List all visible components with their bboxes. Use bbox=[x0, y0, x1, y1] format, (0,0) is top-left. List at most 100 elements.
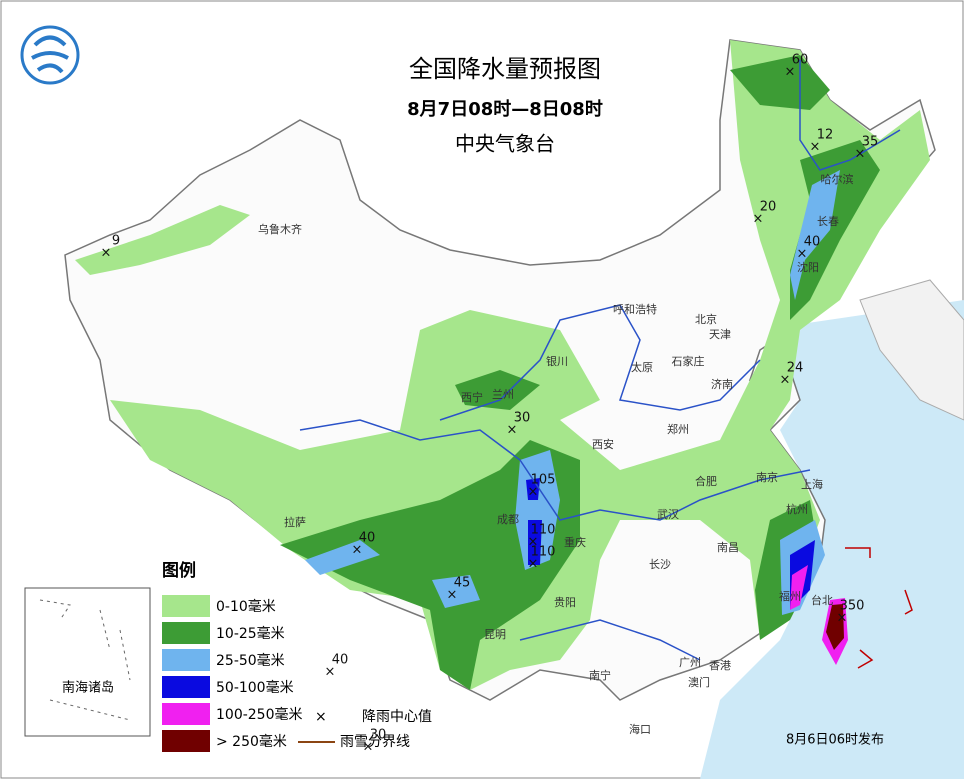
center-symbol: × bbox=[315, 709, 327, 725]
rivers bbox=[299, 60, 901, 661]
rain-center-value: 105 bbox=[531, 473, 556, 488]
city-label: 南昌 bbox=[717, 541, 739, 554]
issuer: 中央气象台 bbox=[455, 132, 555, 156]
rain-center-value: 350 bbox=[840, 599, 865, 614]
river bbox=[439, 304, 761, 421]
river bbox=[299, 419, 811, 521]
center-marker: × bbox=[325, 665, 336, 680]
city-label: 西安 bbox=[592, 437, 614, 451]
neighbor-land bbox=[859, 279, 964, 421]
legend-title: 图例 bbox=[162, 560, 196, 581]
city-label: 昆明 bbox=[484, 628, 506, 641]
center-marker: × bbox=[797, 247, 808, 262]
city-label: 银川 bbox=[546, 354, 568, 368]
logo bbox=[20, 25, 80, 85]
inset-islands bbox=[39, 599, 131, 721]
city-label: 上海 bbox=[801, 477, 823, 491]
river bbox=[519, 619, 701, 661]
city-label: 石家庄 bbox=[672, 354, 705, 368]
rain-center-value: 110 bbox=[531, 523, 556, 538]
center-marker: × bbox=[753, 212, 764, 227]
city-label: 呼和浩特 bbox=[613, 302, 657, 316]
rain-area bbox=[280, 440, 580, 690]
logo-mark bbox=[31, 35, 69, 74]
inset-label: 南海诸岛 bbox=[62, 680, 114, 696]
city-label: 重庆 bbox=[564, 535, 586, 549]
river bbox=[799, 60, 901, 171]
city-label: 台北 bbox=[811, 593, 833, 607]
center-marker: × bbox=[447, 588, 458, 603]
rain-center-value: 40 bbox=[332, 653, 349, 668]
legend-swatch bbox=[162, 703, 210, 725]
city-label: 海口 bbox=[629, 722, 651, 736]
city-label: 合肥 bbox=[695, 474, 717, 488]
legend-label: > 250毫米 bbox=[216, 733, 287, 750]
inset-box bbox=[24, 587, 151, 737]
city-label: 兰州 bbox=[492, 388, 514, 401]
title: 全国降水量预报图 bbox=[409, 55, 601, 83]
rain-area bbox=[432, 575, 480, 608]
city-label: 长沙 bbox=[649, 558, 671, 571]
legend-swatch bbox=[162, 730, 210, 752]
city-label: 北京 bbox=[695, 312, 717, 326]
city-label: 西宁 bbox=[461, 390, 483, 404]
center-marker: × bbox=[780, 373, 791, 388]
city-label: 杭州 bbox=[786, 502, 808, 516]
legend-swatch bbox=[162, 649, 210, 671]
legend-label: 10-25毫米 bbox=[216, 625, 285, 642]
rain-area bbox=[455, 370, 540, 410]
rain-center-value: 20 bbox=[760, 200, 777, 215]
rain-center-value: 45 bbox=[454, 576, 471, 591]
city-label: 武汉 bbox=[657, 508, 679, 521]
center-marker: × bbox=[101, 246, 112, 261]
center-marker: × bbox=[352, 543, 363, 558]
snow-label: 雨雪分界线 bbox=[340, 734, 410, 750]
center-marker: × bbox=[363, 740, 374, 755]
rain-center-value: 60 bbox=[792, 53, 809, 68]
city-label: 拉萨 bbox=[284, 515, 306, 529]
city-label: 福州 bbox=[779, 589, 801, 603]
city-label: 澳门 bbox=[688, 675, 710, 689]
city-label: 南京 bbox=[756, 470, 778, 484]
legend-label: 50-100毫米 bbox=[216, 679, 294, 696]
center-label: 降雨中心值 bbox=[362, 709, 432, 725]
city-label: 天津 bbox=[709, 328, 731, 341]
center-marker: × bbox=[528, 557, 539, 572]
rain-center-value: 30 bbox=[514, 411, 531, 426]
center-marker: × bbox=[810, 140, 821, 155]
city-label: 广州 bbox=[679, 656, 701, 669]
legend-swatch bbox=[162, 622, 210, 644]
center-marker: × bbox=[855, 147, 866, 162]
legend-label: 100-250毫米 bbox=[216, 706, 303, 723]
center-marker: × bbox=[785, 65, 796, 80]
city-label: 哈尔滨 bbox=[821, 172, 854, 186]
rain-area bbox=[790, 565, 808, 610]
sea bbox=[700, 300, 964, 779]
city-label: 太原 bbox=[631, 361, 653, 374]
city-label: 济南 bbox=[711, 377, 733, 391]
legend-label: 0-10毫米 bbox=[216, 598, 276, 615]
city-label: 郑州 bbox=[667, 422, 689, 436]
city-label: 贵阳 bbox=[554, 596, 576, 609]
footer: 8月6日06时发布 bbox=[786, 732, 884, 748]
rain-center-value: 110 bbox=[531, 545, 556, 560]
rain-area bbox=[526, 478, 542, 565]
period: 8月7日08时—8日08时 bbox=[407, 99, 603, 120]
rain-center-value: 12 bbox=[817, 128, 834, 143]
rain-area bbox=[110, 40, 930, 690]
rain-areas bbox=[75, 40, 930, 690]
rain-center-value: 24 bbox=[787, 361, 804, 376]
legend-swatch bbox=[162, 595, 210, 617]
center-marker: × bbox=[837, 611, 848, 626]
rain-area bbox=[826, 604, 844, 650]
city-label: 乌鲁木齐 bbox=[258, 222, 302, 236]
rain-center-value: 35 bbox=[862, 135, 879, 150]
rain-center-value: 9 bbox=[112, 234, 120, 249]
rain-area bbox=[305, 540, 380, 575]
legend-label: 25-50毫米 bbox=[216, 652, 285, 669]
city-label: 南宁 bbox=[589, 668, 611, 682]
center-marker: × bbox=[528, 535, 539, 550]
city-label: 沈阳 bbox=[797, 260, 819, 274]
city-label: 成都 bbox=[497, 513, 519, 526]
